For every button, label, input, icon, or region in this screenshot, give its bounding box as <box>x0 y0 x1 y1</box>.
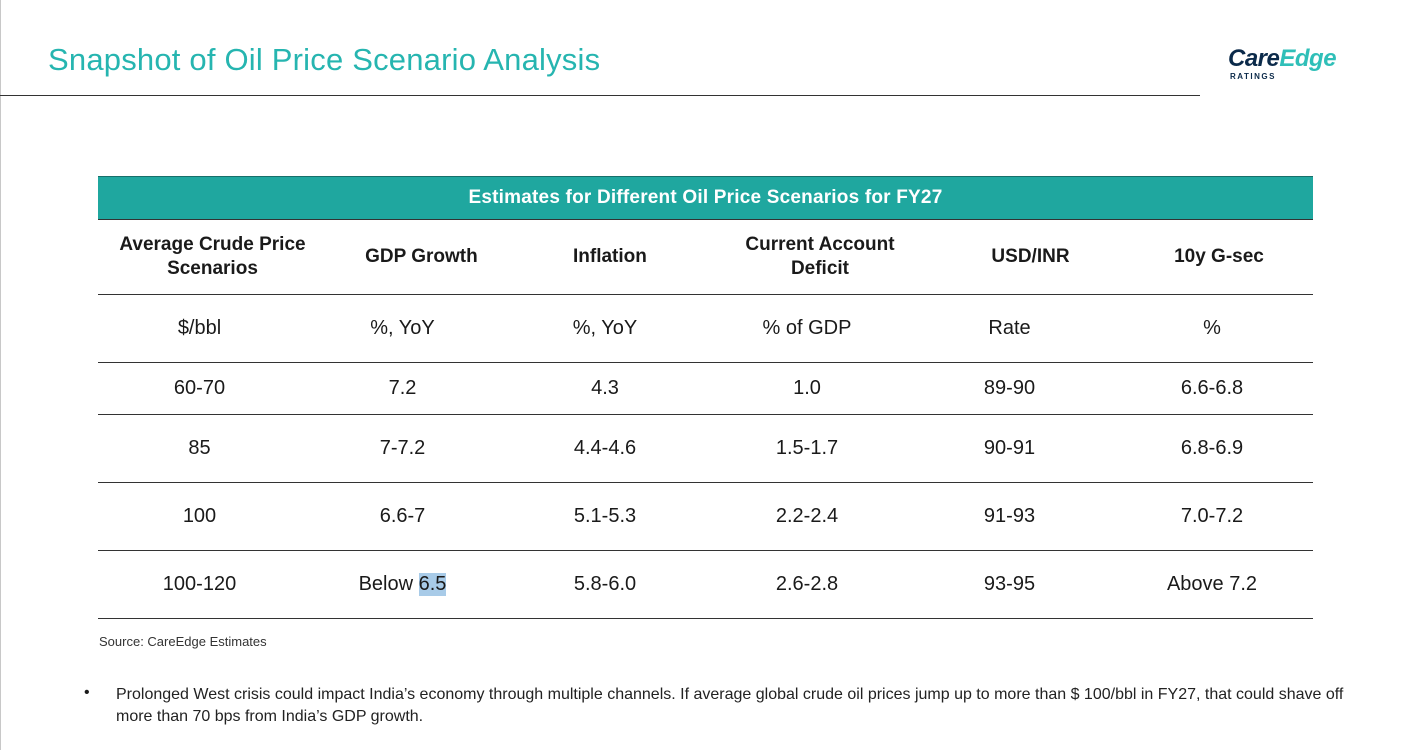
column-header-cad: Current Account Deficit <box>745 234 895 279</box>
logo-wordmark: CareEdge <box>1228 46 1368 72</box>
logo-subtitle: RATINGS <box>1230 72 1276 81</box>
page-left-border <box>0 0 1 750</box>
table-cell: 4.4-4.6 <box>573 437 637 459</box>
table-cell: $/bbl <box>177 317 222 339</box>
column-header-usd-inr: USD/INR <box>991 246 1070 267</box>
table-row: 100-120 Below 6.5 5.8-6.0 2.6-2.8 93-95 … <box>98 551 1313 619</box>
careedge-logo: CareEdge RATINGS <box>1228 46 1368 88</box>
table-cell: 90-91 <box>983 437 1036 459</box>
table-cell: 7.2 <box>388 377 417 399</box>
table-row: 85 7-7.2 4.4-4.6 1.5-1.7 90-91 6.8-6.9 <box>98 415 1313 483</box>
table-cell: 7-7.2 <box>379 437 426 459</box>
table-cell: 89-90 <box>983 377 1036 399</box>
scenario-table: Estimates for Different Oil Price Scenar… <box>98 176 1313 619</box>
table-cell: 6.6-7 <box>379 505 426 527</box>
cell-prefix-text: Below <box>358 573 419 595</box>
table-cell-selected-text[interactable]: Below 6.5 <box>301 551 504 618</box>
column-header-gdp-growth: GDP Growth <box>365 246 478 267</box>
title-divider <box>0 95 1200 96</box>
table-row: 60-70 7.2 4.3 1.0 89-90 6.6-6.8 <box>98 363 1313 415</box>
table-cell: 1.5-1.7 <box>775 437 839 459</box>
table-cell: 60-70 <box>173 377 226 399</box>
table-cell: 100-120 <box>162 573 237 595</box>
table-cell: Rate <box>988 317 1031 339</box>
text-selection-highlight[interactable]: 6.5 <box>418 573 447 596</box>
table-cell: % <box>1203 317 1221 339</box>
table-cell: 6.6-6.8 <box>1180 377 1244 399</box>
table-cell: 6.8-6.9 <box>1180 437 1244 459</box>
table-cell: 93-95 <box>983 573 1036 595</box>
table-header-row: Average Crude Price Scenarios GDP Growth… <box>98 220 1313 295</box>
table-cell: 5.1-5.3 <box>573 505 637 527</box>
logo-care-text: Care <box>1228 45 1280 72</box>
bullet-marker: • <box>84 684 90 701</box>
column-header-inflation: Inflation <box>573 246 647 267</box>
source-note: Source: CareEdge Estimates <box>99 634 267 649</box>
page-title: Snapshot of Oil Price Scenario Analysis <box>48 42 601 77</box>
bullet-paragraph: Prolonged West crisis could impact India… <box>116 686 1344 725</box>
logo-edge-text: Edge <box>1279 45 1337 72</box>
column-header-crude-price: Average Crude Price Scenarios <box>119 234 306 279</box>
table-cell: 1.0 <box>793 377 821 399</box>
table-cell: 91-93 <box>983 505 1036 527</box>
column-header-gsec: 10y G-sec <box>1174 246 1264 267</box>
table-cell: Above 7.2 <box>1166 573 1258 595</box>
table-units-row: $/bbl %, YoY %, YoY % of GDP Rate % <box>98 295 1313 363</box>
table-cell: 2.2-2.4 <box>775 505 839 527</box>
table-cell: 85 <box>188 437 211 459</box>
table-cell: 100 <box>182 505 217 527</box>
table-cell: %, YoY <box>370 317 435 339</box>
table-cell: %, YoY <box>572 317 638 339</box>
table-cell: 5.8-6.0 <box>573 573 637 595</box>
table-cell: 2.6-2.8 <box>775 573 839 595</box>
table-cell: 7.0-7.2 <box>1180 505 1244 527</box>
table-row: 100 6.6-7 5.1-5.3 2.2-2.4 91-93 7.0-7.2 <box>98 483 1313 551</box>
table-cell: 4.3 <box>591 377 619 399</box>
table-banner: Estimates for Different Oil Price Scenar… <box>98 176 1313 220</box>
table-cell: % of GDP <box>762 317 852 339</box>
